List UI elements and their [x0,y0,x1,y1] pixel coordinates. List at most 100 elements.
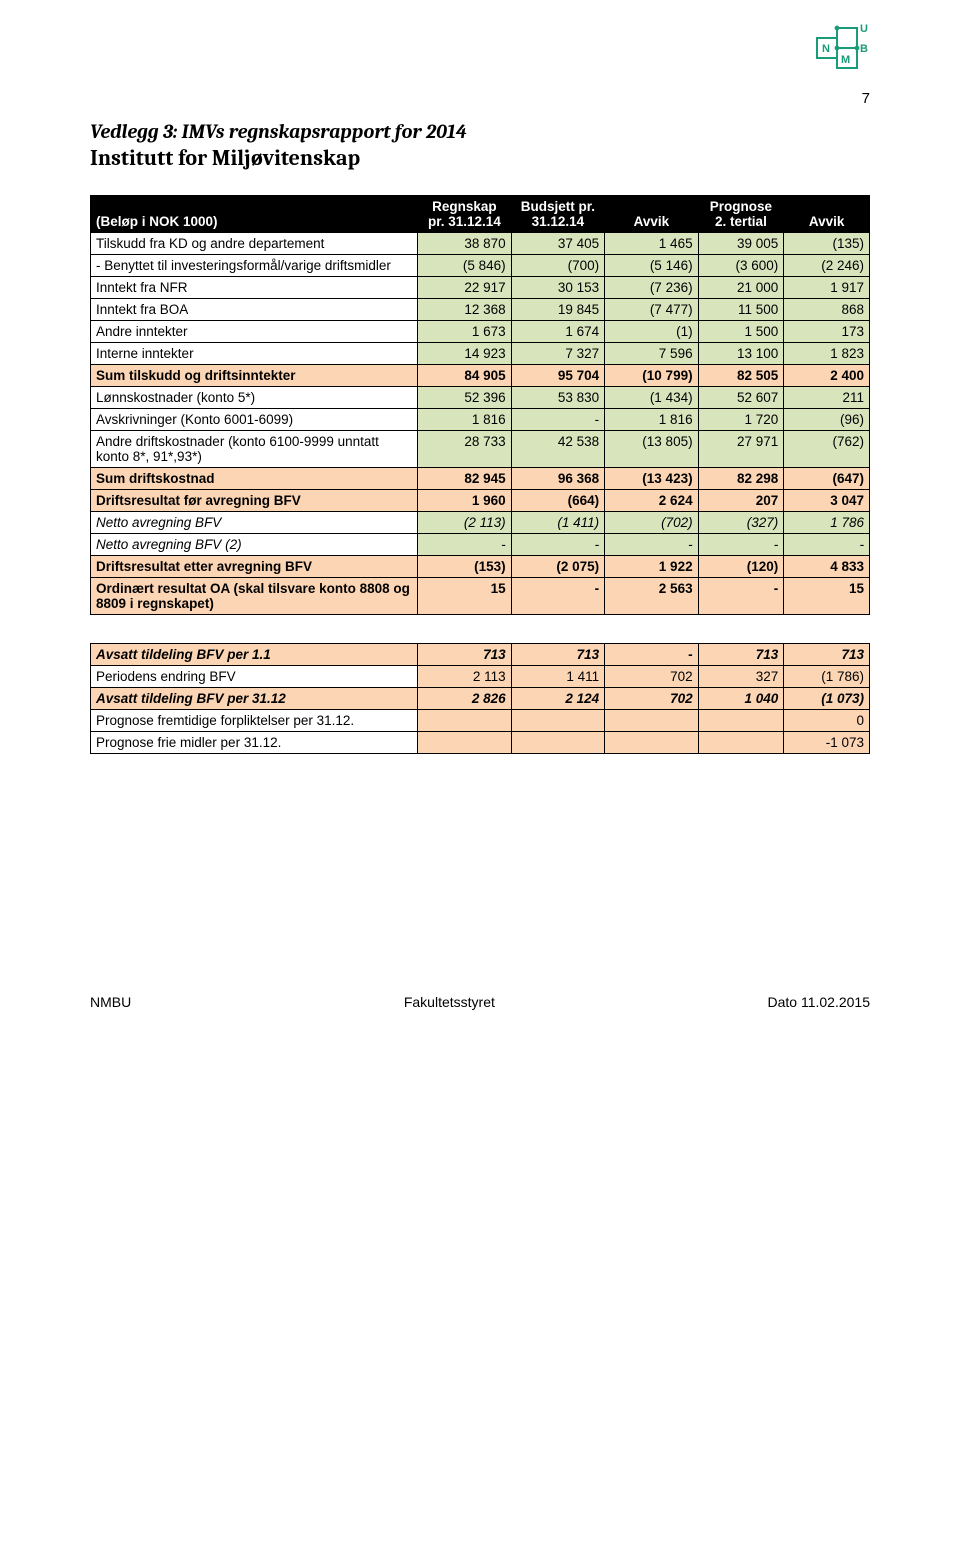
cell-value: (1 434) [605,387,698,409]
cell-value: 1 500 [698,321,784,343]
table-row: Sum tilskudd og driftsinntekter84 90595 … [91,365,870,387]
cell-value: (1) [605,321,698,343]
cell-value: 42 538 [511,431,604,468]
row-label: Driftsresultat før avregning BFV [91,490,418,512]
footer-right: Dato 11.02.2015 [767,994,870,1010]
cell-value: 1 816 [418,409,511,431]
footer-left: NMBU [90,994,131,1010]
cell-value: - [511,578,604,615]
cell-value: (2 246) [784,255,870,277]
col-header: Avvik [605,196,698,233]
cell-value: 1 411 [511,666,604,688]
subheading: Institutt for Miljøvitenskap [90,145,870,171]
cell-value: 713 [698,644,784,666]
cell-value: 207 [698,490,784,512]
cell-value: (1 786) [784,666,870,688]
cell-value: (13 805) [605,431,698,468]
table-header-row: (Beløp i NOK 1000) Regnskap pr. 31.12.14… [91,196,870,233]
cell-value: 2 826 [418,688,511,710]
cell-value: (647) [784,468,870,490]
cell-value: 84 905 [418,365,511,387]
cell-value: (7 236) [605,277,698,299]
cell-value: (702) [605,512,698,534]
main-table: (Beløp i NOK 1000) Regnskap pr. 31.12.14… [90,195,870,615]
cell-value: 3 047 [784,490,870,512]
row-label: Avskrivninger (Konto 6001-6099) [91,409,418,431]
cell-value: 1 674 [511,321,604,343]
cell-value: 1 922 [605,556,698,578]
table-row: Driftsresultat før avregning BFV1 960(66… [91,490,870,512]
row-label: Netto avregning BFV (2) [91,534,418,556]
cell-value: 22 917 [418,277,511,299]
cell-value: 11 500 [698,299,784,321]
row-label: Netto avregning BFV [91,512,418,534]
cell-value: (1 411) [511,512,604,534]
svg-text:U: U [860,23,868,35]
cell-value: 1 816 [605,409,698,431]
cell-value: 14 923 [418,343,511,365]
cell-value: 52 396 [418,387,511,409]
cell-value: 211 [784,387,870,409]
row-label: Inntekt fra BOA [91,299,418,321]
heading: Vedlegg 3: IMVs regnskapsrapport for 201… [90,120,870,143]
cell-value [605,732,698,754]
col-header: Avvik [784,196,870,233]
cell-value: (2 075) [511,556,604,578]
cell-value: 38 870 [418,233,511,255]
cell-value: 713 [418,644,511,666]
cell-value: (1 073) [784,688,870,710]
cell-value: (135) [784,233,870,255]
footer-center: Fakultetsstyret [404,994,495,1010]
cell-value: - [511,534,604,556]
row-label: Sum driftskostnad [91,468,418,490]
table-row: Netto avregning BFV(2 113)(1 411)(702)(3… [91,512,870,534]
col-header: (Beløp i NOK 1000) [91,196,418,233]
table-row: Prognose fremtidige forpliktelser per 31… [91,710,870,732]
table-row: Andre driftskostnader (konto 6100-9999 u… [91,431,870,468]
table-row: Sum driftskostnad82 94596 368(13 423)82 … [91,468,870,490]
table-row: Periodens endring BFV2 1131 411702327(1 … [91,666,870,688]
row-label: Inntekt fra NFR [91,277,418,299]
table-row: Lønnskostnader (konto 5*)52 39653 830(1 … [91,387,870,409]
cell-value: - [418,534,511,556]
cell-value: 1 673 [418,321,511,343]
cell-value: 82 298 [698,468,784,490]
cell-value: 7 596 [605,343,698,365]
cell-value: 96 368 [511,468,604,490]
cell-value: 1 720 [698,409,784,431]
row-label: Interne inntekter [91,343,418,365]
cell-value: 30 153 [511,277,604,299]
cell-value: (3 600) [698,255,784,277]
cell-value: 4 833 [784,556,870,578]
cell-value: (153) [418,556,511,578]
cell-value: (2 113) [418,512,511,534]
table-row: Tilskudd fra KD og andre departement38 8… [91,233,870,255]
cell-value [418,732,511,754]
cell-value: 37 405 [511,233,604,255]
table-row: Netto avregning BFV (2)----- [91,534,870,556]
cell-value: 19 845 [511,299,604,321]
cell-value: - [605,534,698,556]
cell-value: (762) [784,431,870,468]
cell-value: 2 563 [605,578,698,615]
cell-value: (327) [698,512,784,534]
cell-value: (5 146) [605,255,698,277]
cell-value [605,710,698,732]
table-row: Inntekt fra NFR22 91730 153(7 236)21 000… [91,277,870,299]
row-label: - Benyttet til investeringsformål/varige… [91,255,418,277]
table-row: Avskrivninger (Konto 6001-6099)1 816-1 8… [91,409,870,431]
cell-value: 15 [418,578,511,615]
cell-value: 28 733 [418,431,511,468]
table-row: Avsatt tildeling BFV per 1.1713713-71371… [91,644,870,666]
cell-value: 1 823 [784,343,870,365]
cell-value: 2 624 [605,490,698,512]
cell-value: (120) [698,556,784,578]
row-label: Andre driftskostnader (konto 6100-9999 u… [91,431,418,468]
table-row: Driftsresultat etter avregning BFV(153)(… [91,556,870,578]
row-label: Avsatt tildeling BFV per 31.12 [91,688,418,710]
svg-text:B: B [860,43,868,55]
cell-value: - [784,534,870,556]
cell-value: 2 113 [418,666,511,688]
table-row: Prognose frie midler per 31.12.-1 073 [91,732,870,754]
cell-value: 713 [784,644,870,666]
